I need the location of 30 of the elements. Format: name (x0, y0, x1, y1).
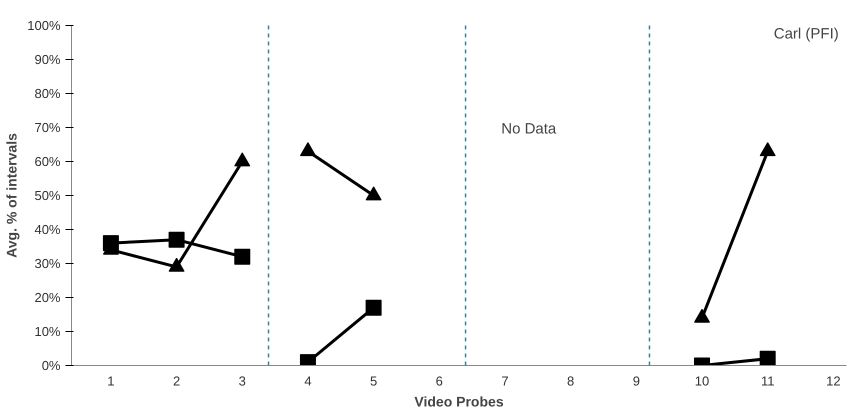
x-tick-label: 11 (760, 374, 774, 388)
x-axis-title: Video Probes (414, 394, 504, 410)
x-tick-label: 3 (238, 374, 246, 388)
x-tick-label: 9 (632, 374, 640, 388)
x-tick-label: 4 (304, 374, 312, 388)
x-tick-label: 1 (107, 374, 115, 388)
y-tick-label: 100% (27, 18, 61, 33)
x-tick-label: 8 (567, 374, 574, 388)
y-tick-label: 0% (42, 358, 61, 373)
point (760, 350, 776, 366)
x-tick-label: 5 (370, 374, 378, 388)
y-tick-label: 60% (34, 154, 61, 169)
point (234, 152, 250, 166)
x-tick-label: 7 (501, 374, 509, 388)
annotation: No Data (501, 120, 557, 138)
x-tick-label: 6 (436, 374, 443, 388)
y-tick-label: 40% (34, 222, 61, 237)
y-tick-label: 20% (34, 290, 61, 305)
x-tick-label: 12 (826, 374, 841, 388)
point (168, 258, 185, 272)
y-tick-label: 30% (34, 256, 61, 271)
y-tick-label: 70% (34, 120, 61, 135)
y-tick-label: 90% (34, 52, 61, 67)
y-tick-label: 50% (34, 188, 61, 203)
y-tick-label: 10% (34, 324, 61, 339)
x-tick-label: 2 (172, 374, 180, 388)
annotation: Carl (PFI) (774, 26, 839, 42)
y-axis-title: Avg. % of intervals (3, 132, 20, 258)
x-tick-label: 10 (694, 374, 710, 388)
y-tick-label: 80% (34, 86, 61, 101)
